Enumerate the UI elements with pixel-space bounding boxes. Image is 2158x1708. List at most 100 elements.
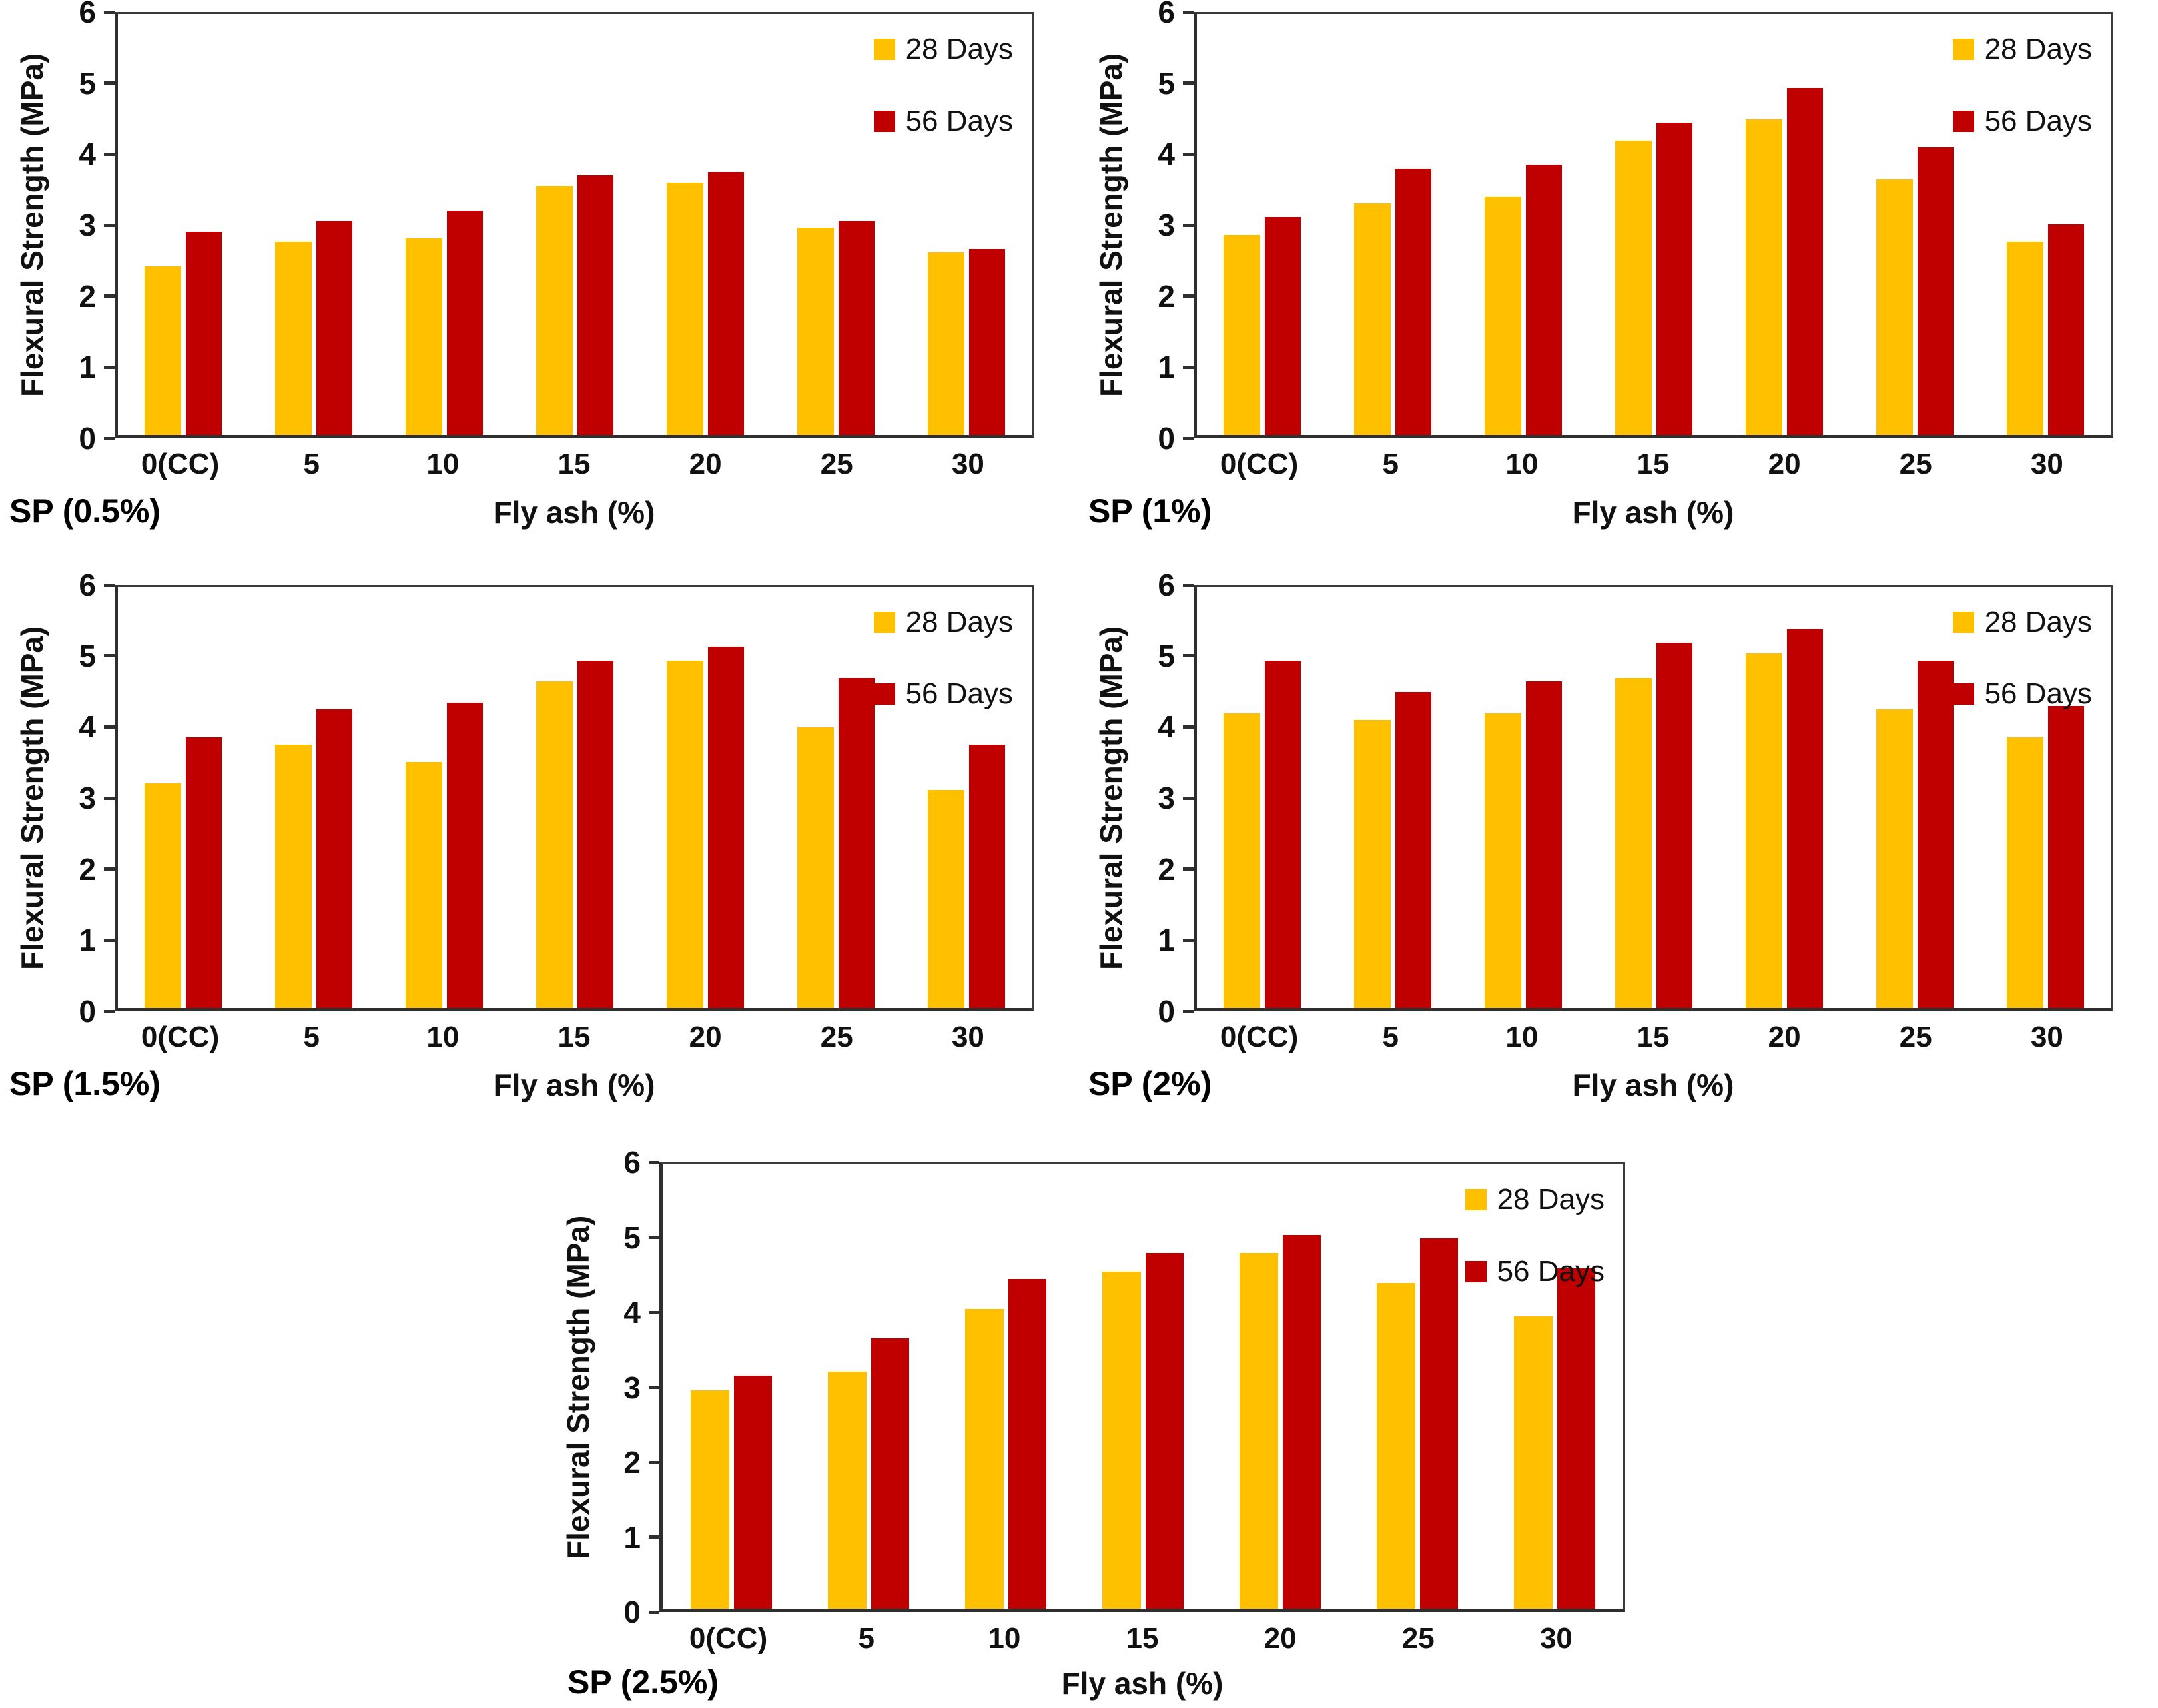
y-tick-label: 3 [1158,781,1175,815]
y-tick-mark [649,1386,659,1389]
bar-28-days-10 [964,1308,1004,1609]
x-tick-label-30: 30 [2030,1021,2063,1053]
bar-group-30 [1486,1164,1623,1609]
x-tick-label-25: 25 [1899,1021,1932,1053]
x-tick-label-15: 15 [1636,1021,1670,1053]
bar-group-15 [510,14,640,435]
y-tick-label: 2 [623,1445,641,1480]
x-tick-label-0(CC): 0(CC) [1220,448,1299,480]
bar-56-days-15 [1145,1253,1184,1609]
bar-group-5 [1327,587,1458,1008]
legend-swatch [1465,1189,1487,1210]
y-tick-mark [1183,796,1194,800]
bar-56-days-10 [446,702,484,1008]
y-tick-mark [649,1160,659,1164]
legend-label: 28 Days [905,33,1013,65]
bar-56-days-15 [1656,123,1693,435]
y-tick-4: 4 [79,709,115,745]
legend-item-28-days: 28 Days [1952,33,2092,66]
legend-item-56-days: 56 Days [1952,677,2092,711]
bar-56-days-0(CC) [1264,217,1301,435]
bar-28-days-5 [274,242,312,435]
x-tick-label-0(CC): 0(CC) [141,448,220,480]
bar-56-days-5 [316,709,353,1008]
bar-group-0(CC) [1197,587,1327,1008]
y-tick-4: 4 [623,1294,659,1330]
bar-56-days-0(CC) [185,231,222,435]
bar-28-days-0(CC) [1223,713,1260,1008]
x-tick-label-5: 5 [303,1021,320,1053]
legend-label: 28 Days [1984,606,2092,638]
plot-area: 28 Days 56 Days [115,585,1034,1011]
bar-28-days-15 [1615,677,1652,1008]
sp-label: SP (1%) [1088,492,1212,530]
y-axis: 0 1 2 3 4 5 6 [545,1145,659,1629]
bar-56-days-0(CC) [1264,660,1301,1008]
bar-56-days-0(CC) [733,1375,773,1609]
legend-swatch [1952,111,1974,132]
bar-group-30 [901,587,1032,1008]
bar-56-days-20 [1786,87,1824,435]
y-tick-5: 5 [1158,65,1194,101]
y-tick-mark [1183,223,1194,227]
bar-group-15 [510,587,640,1008]
y-tick-mark [104,10,115,14]
bar-56-days-15 [1656,643,1693,1008]
sp-label: SP (2%) [1088,1065,1212,1102]
bar-group-15 [1589,14,1719,435]
bar-56-days-30 [968,745,1006,1008]
x-tick-label-25: 25 [820,1021,853,1053]
bar-28-days-10 [1484,196,1521,435]
bar-group-5 [248,14,379,435]
bar-28-days-20 [1745,653,1782,1008]
plot-area: 28 Days 56 Days [1194,585,2113,1011]
bar-28-days-0(CC) [144,783,181,1008]
bar-group-5 [800,1164,937,1609]
y-tick-label: 3 [79,208,96,242]
bar-group-15 [1074,1164,1212,1609]
x-axis-labels: 0(CC) 5 10 15 20 25 30 [115,448,1034,488]
x-tick-label-15: 15 [557,1021,591,1053]
bars [118,587,1032,1008]
bar-56-days-25 [838,220,875,435]
bar-28-days-10 [1484,713,1521,1008]
bar-28-days-30 [927,790,964,1008]
bar-group-10 [379,14,510,435]
bar-56-days-5 [316,220,353,435]
bar-56-days-30 [2047,706,2085,1008]
legend: 28 Days 56 Days [873,606,1013,711]
y-tick-label: 1 [1158,350,1175,385]
bar-56-days-5 [1395,692,1432,1008]
sp-label: SP (2.5%) [567,1663,719,1701]
bar-56-days-25 [1917,147,1954,435]
y-tick-label: 2 [79,851,96,887]
x-tick-label-5: 5 [858,1622,875,1655]
y-tick-mark [104,152,115,156]
bar-28-days-20 [666,182,703,435]
legend-swatch [1465,1261,1487,1282]
y-tick-mark [104,654,115,658]
bar-56-days-25 [838,677,875,1008]
y-tick-2: 2 [1158,851,1194,887]
bar-56-days-10 [446,210,484,435]
x-tick-label-20: 20 [689,448,722,480]
legend-item-56-days: 56 Days [873,677,1013,711]
x-tick-label-30: 30 [951,1021,984,1053]
y-tick-mark [104,365,115,369]
y-tick-mark [104,223,115,227]
y-tick-mark [649,1610,659,1614]
y-tick-label: 4 [1158,709,1175,745]
bar-28-days-10 [405,762,442,1008]
y-tick-0: 0 [1158,420,1194,456]
y-tick-label: 6 [79,568,96,602]
x-tick-label-10: 10 [426,1021,460,1053]
y-tick-2: 2 [623,1444,659,1480]
bar-28-days-0(CC) [144,266,181,435]
legend-label: 56 Days [1497,1255,1605,1288]
x-tick-label-10: 10 [426,448,460,480]
bar-28-days-5 [1353,203,1391,435]
bar-28-days-25 [1876,179,1913,435]
bar-56-days-10 [1525,681,1563,1008]
